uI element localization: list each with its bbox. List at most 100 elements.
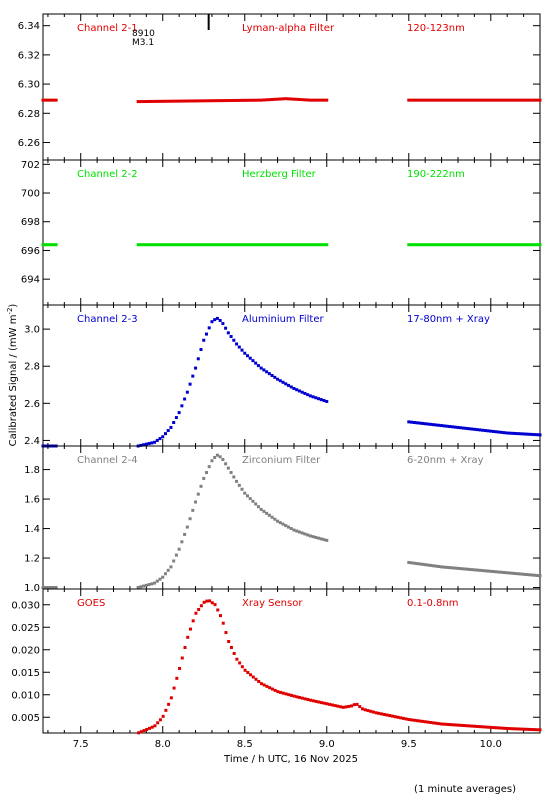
data-point — [522, 432, 526, 436]
data-point — [199, 243, 203, 247]
data-point — [426, 243, 430, 247]
data-point — [399, 716, 403, 720]
data-point — [153, 99, 157, 103]
data-point — [306, 533, 310, 537]
data-point — [46, 243, 50, 247]
data-point — [519, 98, 523, 102]
data-point — [459, 426, 463, 430]
data-point — [210, 320, 214, 324]
data-point — [456, 566, 460, 570]
panel-1-frame — [42, 13, 541, 161]
data-point — [139, 443, 143, 447]
data-point — [273, 688, 277, 692]
data-point — [248, 497, 252, 501]
data-point — [180, 656, 184, 660]
panel-2-band-label: 190-222nm — [407, 169, 465, 180]
data-point — [150, 441, 154, 445]
data-point — [478, 428, 482, 432]
data-point — [363, 708, 367, 712]
data-point — [533, 98, 537, 102]
data-point — [459, 243, 463, 247]
data-point — [243, 98, 247, 102]
data-point — [350, 704, 354, 708]
data-point — [284, 97, 288, 101]
data-point — [226, 331, 230, 335]
data-point — [483, 98, 487, 102]
data-point — [535, 243, 539, 247]
data-point — [142, 584, 146, 588]
data-point — [426, 720, 430, 724]
data-point — [248, 243, 252, 247]
data-point — [461, 567, 465, 571]
data-point — [298, 696, 302, 700]
data-point — [418, 562, 422, 566]
data-point — [442, 722, 446, 726]
data-point — [511, 98, 515, 102]
data-point — [229, 98, 233, 102]
data-point — [137, 731, 141, 735]
data-point — [303, 243, 307, 247]
data-point — [172, 99, 176, 103]
data-point — [516, 432, 520, 436]
data-point — [265, 243, 269, 247]
data-point — [177, 411, 181, 415]
data-point — [202, 476, 206, 480]
data-point — [483, 569, 487, 573]
data-point — [508, 243, 512, 247]
data-point — [175, 676, 179, 680]
data-point — [407, 420, 411, 424]
data-point — [221, 243, 225, 247]
data-point — [538, 98, 542, 102]
data-point — [311, 98, 315, 102]
data-point — [218, 243, 222, 247]
data-point — [451, 723, 455, 727]
data-point — [371, 710, 375, 714]
data-point — [232, 338, 236, 342]
data-point — [245, 494, 249, 498]
data-point — [533, 573, 537, 577]
data-point — [412, 561, 416, 565]
data-point — [462, 724, 466, 728]
data-point — [333, 704, 337, 708]
data-point — [404, 717, 408, 721]
data-point — [238, 661, 242, 665]
data-point — [325, 399, 329, 403]
data-point — [508, 431, 512, 435]
data-point — [215, 243, 219, 247]
data-point — [268, 686, 272, 690]
data-point — [418, 98, 422, 102]
data-point — [453, 723, 457, 727]
data-point — [155, 243, 159, 247]
data-point — [144, 583, 148, 587]
data-point — [166, 429, 170, 433]
data-point — [453, 566, 457, 570]
data-point — [186, 635, 190, 639]
data-point — [361, 707, 364, 711]
panel-4-filter-label: Zirconium Filter — [242, 455, 321, 466]
data-point — [481, 428, 485, 432]
data-point — [51, 586, 55, 590]
data-point — [492, 98, 496, 102]
panel-4-ytick-label: 1.4 — [24, 524, 40, 535]
data-point — [229, 645, 233, 649]
data-point — [538, 728, 542, 732]
data-point — [142, 243, 146, 247]
data-point — [180, 540, 184, 544]
data-point — [317, 98, 321, 102]
data-point — [150, 243, 154, 247]
data-point — [251, 675, 255, 679]
panel-1-filter-label: Lyman-alpha Filter — [242, 23, 335, 34]
data-point — [251, 499, 255, 503]
data-point — [470, 724, 474, 728]
data-point — [317, 700, 321, 704]
data-point — [163, 572, 167, 576]
data-point — [284, 692, 288, 696]
data-point — [259, 98, 263, 102]
data-point — [451, 566, 455, 570]
data-point — [464, 426, 468, 430]
panel-2-ytick-label: 700 — [21, 189, 40, 200]
data-point — [410, 718, 414, 722]
xtick-label: 10.0 — [480, 739, 502, 750]
panel-1-channel-label: Channel 2-1 — [77, 23, 138, 34]
